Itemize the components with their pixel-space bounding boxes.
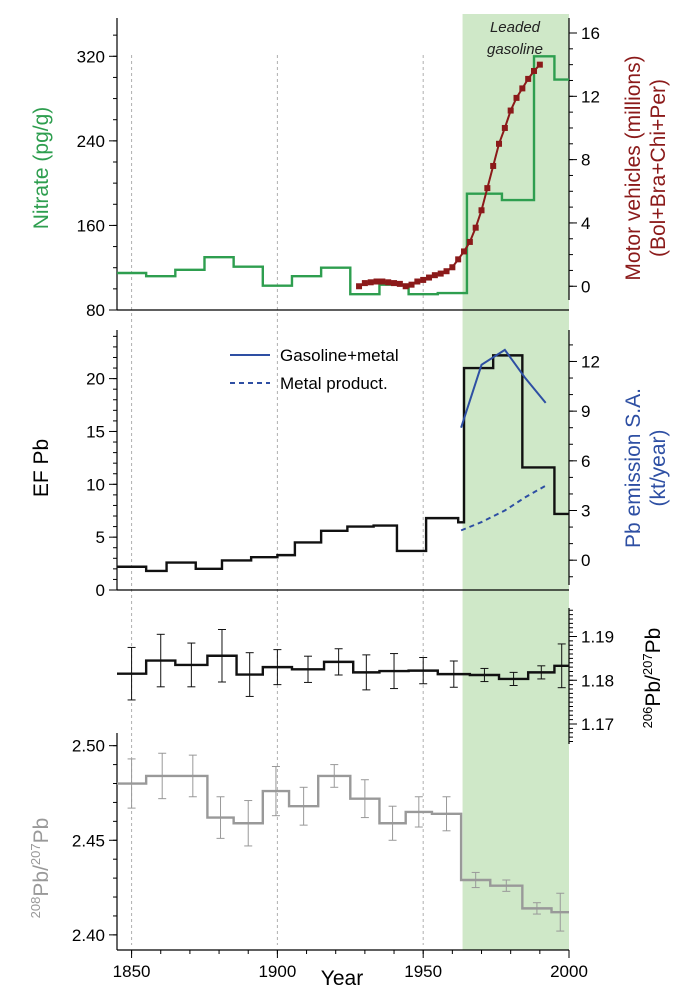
vehicles-point bbox=[443, 268, 450, 275]
ratio208-axis-label: 208Pb/207Pb bbox=[28, 818, 53, 919]
vehicles-point bbox=[408, 281, 415, 288]
vehicles-point bbox=[513, 94, 520, 101]
vehicles-point bbox=[525, 75, 532, 82]
ratio206-end: Pb bbox=[642, 628, 665, 654]
nitrate-axis-label: Nitrate (pg/g) bbox=[30, 107, 53, 230]
ef-axis-label: EF Pb bbox=[30, 439, 53, 497]
ef-axis-tick-label: 10 bbox=[86, 475, 105, 494]
x-tick-label: 1850 bbox=[113, 962, 151, 981]
ratio206-axis-label: 206Pb/207Pb bbox=[640, 628, 665, 729]
x-axis-label: Year bbox=[321, 967, 363, 990]
ratio208-sup1: 208 bbox=[28, 897, 43, 919]
vehicles-point bbox=[431, 272, 438, 279]
vehicles-point bbox=[367, 279, 374, 286]
pb-emission-axis-tick-label: 9 bbox=[581, 402, 590, 421]
legend-gasoline-metal: Gasoline+metal bbox=[280, 346, 399, 365]
ef-series bbox=[117, 354, 569, 573]
ratio208-sup2: 207 bbox=[28, 843, 43, 865]
vehicles-axis-tick-label: 16 bbox=[581, 24, 600, 43]
vehicles-point bbox=[420, 276, 427, 283]
metal-product-series bbox=[460, 484, 547, 532]
x-tick-label: 1950 bbox=[404, 962, 442, 981]
gasoline-metal-series bbox=[460, 348, 547, 429]
vehicles-point bbox=[356, 283, 363, 290]
vehicles-point bbox=[379, 278, 386, 285]
vehicles-point bbox=[402, 283, 409, 290]
vehicles-point bbox=[501, 124, 508, 131]
vehicles-point bbox=[507, 107, 514, 114]
pb-emission-axis-label-2: (kt/year) bbox=[647, 429, 670, 506]
vehicles-point bbox=[466, 238, 473, 245]
ratio206-sup2: 207 bbox=[640, 653, 655, 675]
ratio206-axis-tick-label: 1.19 bbox=[581, 628, 614, 647]
ratio206-series bbox=[117, 654, 569, 681]
pb-emission-axis-tick-label: 3 bbox=[581, 502, 590, 521]
vehicles-point bbox=[414, 278, 421, 285]
ratio206-axis-tick-label: 1.18 bbox=[581, 671, 614, 690]
vehicles-point bbox=[531, 67, 538, 74]
axes: 801602403200481216051015200369121.171.18… bbox=[72, 18, 614, 981]
legend: Gasoline+metal Metal product. bbox=[230, 346, 399, 393]
ef-axis-tick-label: 5 bbox=[96, 528, 105, 547]
vehicles-axis-tick-label: 12 bbox=[581, 87, 600, 106]
x-tick-label: 1900 bbox=[258, 962, 296, 981]
vehicles-axis-tick-label: 0 bbox=[581, 277, 590, 296]
vehicles-point bbox=[484, 185, 491, 192]
ef-axis-tick-label: 20 bbox=[86, 370, 105, 389]
vehicles-point bbox=[519, 85, 526, 92]
vehicles-point bbox=[373, 278, 380, 285]
pb-emission-axis-label-1: Pb emission S.A. bbox=[622, 388, 645, 548]
annotation-line1: Leaded bbox=[490, 19, 541, 36]
pb-emission-axis-tick-label: 6 bbox=[581, 452, 590, 471]
ratio208-mid: Pb/ bbox=[30, 865, 53, 897]
ratio208-end: Pb bbox=[30, 818, 53, 844]
x-tick-label: 2000 bbox=[550, 962, 588, 981]
ef-axis-tick-label: 15 bbox=[86, 422, 105, 441]
ratio208-series bbox=[117, 774, 569, 914]
vehicles-point bbox=[426, 274, 433, 281]
ratio208-axis-tick-label: 2.40 bbox=[72, 926, 105, 945]
vehicles-point bbox=[455, 256, 462, 263]
nitrate-axis-tick-label: 240 bbox=[77, 132, 105, 151]
vehicles-point bbox=[361, 280, 368, 287]
nitrate-series bbox=[117, 55, 569, 296]
ratio206-axis-tick-label: 1.17 bbox=[581, 715, 614, 734]
ratio208-axis-tick-label: 2.45 bbox=[72, 831, 105, 850]
vehicles-point bbox=[396, 280, 403, 287]
chart-marks bbox=[117, 55, 569, 932]
vehicles-axis-label-1: Motor vehicles (millions) bbox=[622, 55, 645, 280]
ratio206-mid: Pb/ bbox=[642, 675, 665, 707]
leaded-gasoline-shade bbox=[462, 14, 569, 950]
vehicles-point bbox=[449, 264, 456, 271]
vehicles-point bbox=[472, 224, 479, 231]
year-gridlines bbox=[131, 55, 424, 945]
nitrate-axis-tick-label: 80 bbox=[86, 301, 105, 320]
ratio206-sup1: 206 bbox=[640, 707, 655, 729]
vehicles-point bbox=[461, 248, 468, 255]
vehicles-point bbox=[478, 207, 485, 214]
nitrate-axis-tick-label: 320 bbox=[77, 47, 105, 66]
legend-metal-product: Metal product. bbox=[280, 374, 388, 393]
vehicles-point bbox=[385, 279, 392, 286]
vehicles-axis-tick-label: 4 bbox=[581, 214, 590, 233]
annotation-line2: gasoline bbox=[487, 41, 543, 58]
nitrate-axis-tick-label: 160 bbox=[77, 216, 105, 235]
pb-emission-axis-tick-label: 0 bbox=[581, 551, 590, 570]
vehicles-axis-label-2: (Bol+Bra+Chi+Per) bbox=[647, 79, 670, 257]
pb-emission-axis-tick-label: 12 bbox=[581, 352, 600, 371]
vehicles-point bbox=[490, 162, 497, 169]
vehicles-point bbox=[536, 61, 543, 68]
vehicles-point bbox=[437, 270, 444, 277]
ratio208-axis-tick-label: 2.50 bbox=[72, 737, 105, 756]
vehicles-point bbox=[496, 140, 503, 147]
ef-axis-tick-label: 0 bbox=[96, 581, 105, 600]
vehicles-point bbox=[391, 280, 398, 287]
vehicles-axis-tick-label: 8 bbox=[581, 151, 590, 170]
